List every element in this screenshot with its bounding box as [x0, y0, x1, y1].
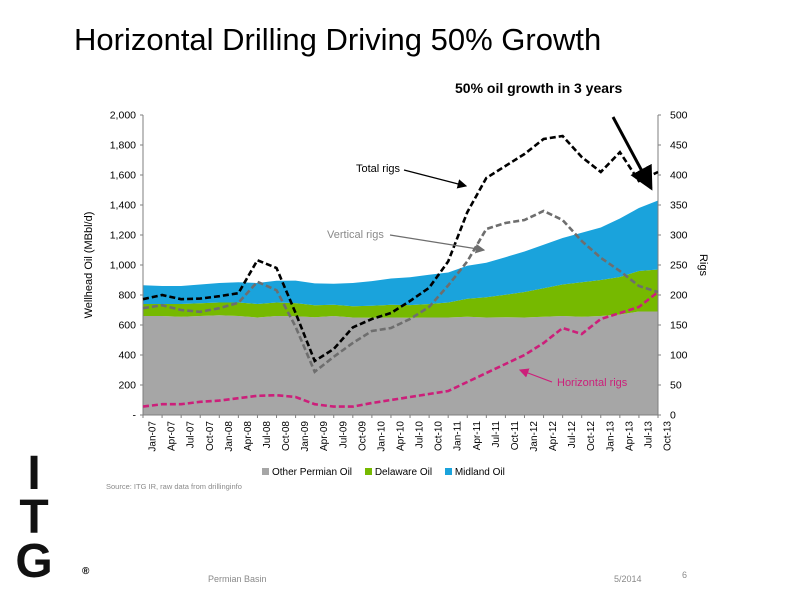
y-tick-label: 1,800	[110, 140, 136, 152]
page-number: 6	[682, 570, 688, 580]
y-tick-label: 200	[118, 380, 136, 392]
x-tick-label: Jul-13	[643, 421, 654, 449]
x-tick-label: Apr-08	[243, 421, 254, 451]
legend-midland: Midland Oil	[444, 467, 505, 478]
line-horizontal-rigs	[142, 290, 659, 408]
x-tick-label: Jan-12	[529, 421, 540, 452]
y-tick-label: 1,600	[110, 170, 136, 182]
annotation-vertical-rigs: Vertical rigs	[327, 229, 384, 241]
legend-delaware: Delaware Oil	[364, 467, 433, 478]
annotation-horizontal-rigs: Horizontal rigs	[557, 377, 628, 389]
x-tick-label: Oct-07	[205, 421, 216, 451]
chart-subtitle: 50% oil growth in 3 years	[455, 80, 623, 96]
area-other-permian-oil	[143, 311, 658, 415]
chart-legend: Other Permian Oil Delaware Oil Midland O…	[262, 467, 515, 478]
area-delaware-oil	[143, 269, 658, 318]
x-tick-label: Jan-08	[224, 421, 235, 452]
annotation-total-rigs: Total rigs	[356, 163, 401, 175]
annotation-arrow-horizontal-rigs	[518, 368, 553, 383]
x-tick-label: Jul-10	[415, 421, 426, 449]
source-note: Source: ITG IR, raw data from drillingin…	[106, 482, 242, 491]
growth-arrow	[611, 116, 653, 191]
annotation-arrow-total-rigs	[403, 169, 468, 189]
y2-tick-label: 500	[670, 110, 688, 122]
registered-mark: ®	[82, 566, 90, 577]
slide-title: Horizontal Drilling Driving 50% Growth	[74, 22, 602, 57]
y-tick-label: 1,200	[110, 230, 136, 242]
area-midland-oil	[143, 200, 658, 307]
y2-tick-label: 300	[670, 230, 688, 242]
legend-swatch-other-permian	[262, 468, 269, 475]
footer-date: 5/2014	[614, 574, 642, 584]
x-tick-label: Oct-09	[357, 421, 368, 451]
x-tick-label: Jul-12	[567, 421, 578, 449]
line-vertical-rigs	[142, 209, 659, 374]
y2-tick-label: 0	[670, 410, 676, 422]
x-tick-label: Jan-11	[453, 421, 464, 451]
x-tick-label: Apr-13	[624, 421, 635, 451]
y-tick-label: -	[133, 410, 137, 422]
y2-tick-label: 450	[670, 140, 688, 152]
y2-tick-label: 100	[670, 350, 688, 362]
x-tick-label: Oct-11	[510, 421, 521, 451]
x-tick-label: Apr-09	[319, 421, 330, 451]
y-axis-title: Wellhead Oil (MBbl/d)	[83, 212, 95, 319]
legend-label-delaware: Delaware Oil	[374, 467, 433, 478]
x-tick-label: Apr-10	[396, 421, 407, 451]
x-tick-label: Apr-11	[472, 421, 483, 451]
x-tick-label: Jul-07	[186, 421, 197, 449]
y2-tick-label: 150	[670, 320, 688, 332]
logo-letter: I	[27, 447, 41, 500]
x-tick-label: Jul-11	[491, 421, 502, 448]
line-total-rigs	[142, 134, 659, 363]
x-tick-label: Oct-08	[281, 421, 292, 451]
x-tick-label: Oct-13	[663, 421, 674, 451]
legend-swatch-delaware	[364, 468, 372, 475]
y2-axis-title: Rigs	[697, 254, 709, 277]
logo-letter: G	[15, 535, 53, 588]
x-tick-label: Apr-12	[548, 421, 559, 451]
annotation-arrow-vertical-rigs	[389, 234, 486, 254]
y-tick-label: 800	[118, 290, 136, 302]
footer-label: Permian Basin	[208, 574, 267, 584]
x-tick-label: Jan-13	[605, 421, 616, 452]
x-tick-label: Apr-07	[167, 421, 178, 451]
x-tick-label: Jul-08	[262, 421, 273, 449]
y-tick-label: 1,400	[110, 200, 136, 212]
x-tick-label: Jan-07	[148, 421, 159, 452]
itg-logo: I T G	[14, 447, 54, 588]
y2-tick-label: 250	[670, 260, 688, 272]
legend-label-midland: Midland Oil	[454, 467, 505, 478]
y2-tick-label: 50	[670, 380, 682, 392]
y-tick-label: 1,000	[110, 260, 136, 272]
y2-tick-label: 350	[670, 200, 688, 212]
logo-letter: T	[19, 491, 49, 544]
y2-tick-label: 200	[670, 290, 688, 302]
x-tick-label: Jan-09	[300, 421, 311, 452]
x-tick-label: Jan-10	[376, 421, 387, 452]
legend-swatch-midland	[444, 468, 452, 475]
y-tick-label: 400	[118, 350, 136, 362]
y-tick-label: 2,000	[110, 110, 136, 122]
x-tick-label: Oct-10	[434, 421, 445, 451]
y2-tick-label: 400	[670, 170, 688, 182]
legend-other-permian: Other Permian Oil	[262, 467, 352, 478]
x-tick-label: Jul-09	[338, 421, 349, 449]
y-tick-label: 600	[118, 320, 136, 332]
legend-label-other-permian: Other Permian Oil	[272, 467, 353, 478]
x-tick-label: Oct-12	[586, 421, 597, 451]
